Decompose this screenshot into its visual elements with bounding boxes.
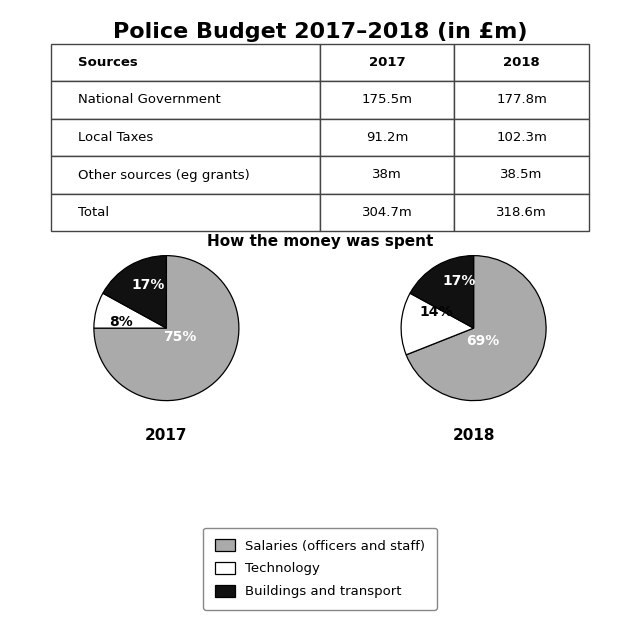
Text: How the money was spent: How the money was spent [207,234,433,249]
Legend: Salaries (officers and staff), Technology, Buildings and transport: Salaries (officers and staff), Technolog… [203,528,437,610]
Text: 14%: 14% [419,305,452,319]
Wedge shape [410,256,474,328]
Text: 2017: 2017 [145,428,188,443]
Wedge shape [406,256,546,401]
Text: 17%: 17% [132,278,165,292]
Wedge shape [94,293,166,328]
Wedge shape [103,256,166,328]
Text: Police Budget 2017–2018 (in £m): Police Budget 2017–2018 (in £m) [113,22,527,42]
Text: 75%: 75% [163,330,196,344]
Wedge shape [401,293,474,355]
Text: 69%: 69% [466,334,499,348]
Wedge shape [94,256,239,401]
Text: 2018: 2018 [452,428,495,443]
Text: 17%: 17% [442,274,476,288]
Text: 8%: 8% [109,316,133,329]
